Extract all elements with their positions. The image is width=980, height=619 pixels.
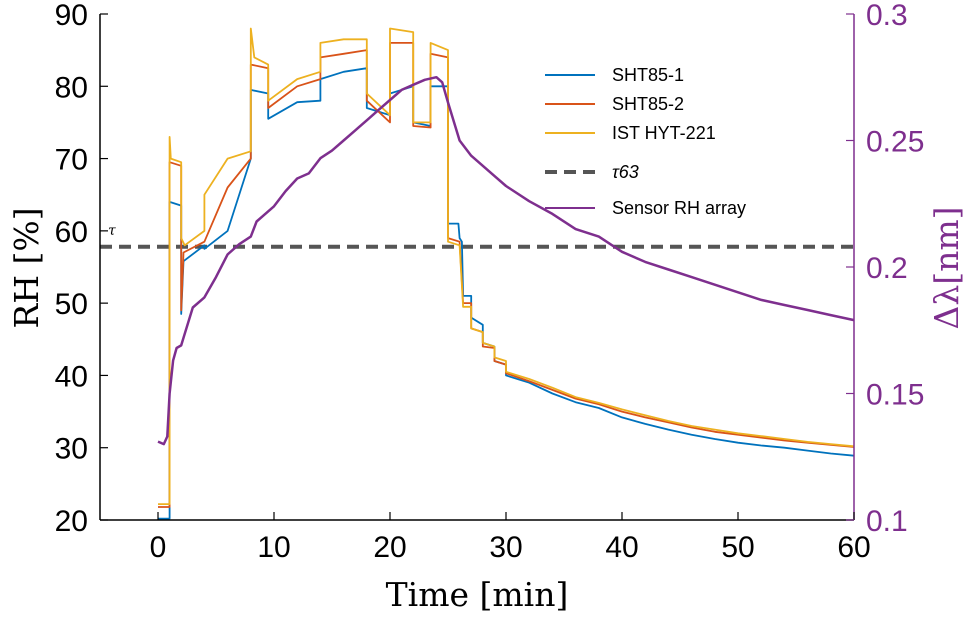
y-right-tick-label: 0.3 [866,0,908,32]
y-left-tick-label: 50 [55,288,88,321]
series-line-ist-hyt-221 [158,27,855,505]
series-line-sensor-rh-array [157,75,855,446]
y-right-tick-label: 0.2 [866,252,908,285]
x-tick-label: 30 [489,531,522,564]
x-axis-label: Time [min] [386,575,569,614]
y-left-tick-label: 30 [55,433,88,466]
y-right-tick-label: 0.1 [866,505,908,538]
y-left-tick-label: 90 [55,0,88,32]
series-layer [100,27,855,520]
x-tick-label: 50 [721,531,754,564]
legend-label-ist-hyt-221: IST HYT-221 [612,123,716,143]
series-line-sht85-2 [158,42,855,508]
y-left-tick-label: 60 [55,216,88,249]
y-axis-label-left: RH [%] [7,207,46,328]
x-tick-label: 20 [373,531,406,564]
x-tick-label: 0 [150,531,167,564]
y-axis-label-right: Δλ[nm] [927,206,966,329]
y-right-tick-label: 0.15 [866,379,924,412]
legend-label-sht85-1: SHT85-1 [612,65,684,85]
legend-label-tau63: τ63 [612,162,639,182]
x-tick-label: 10 [257,531,290,564]
y-right-tick-label: 0.25 [866,126,924,159]
x-tick-label: 40 [605,531,638,564]
y-left-tick-label: 40 [55,360,88,393]
y-left-tick-label: 80 [55,71,88,104]
legend-label-sensor-rh-array: Sensor RH array [612,198,746,218]
tau-side-label: τ [108,223,116,239]
legend: SHT85-1 SHT85-2 IST HYT-221 τ63 Sensor R… [545,65,746,218]
y-left-tick-label: 70 [55,144,88,177]
x-tick-label: 60 [837,531,870,564]
axes-layer: 0 10 20 30 40 50 60 20 30 40 50 60 70 80 90 0.1 0.15 0.2 0… [55,0,925,564]
series-line-sht85-1 [158,67,855,520]
y-left-tick-label: 20 [55,505,88,538]
legend-label-sht85-2: SHT85-2 [612,94,684,114]
